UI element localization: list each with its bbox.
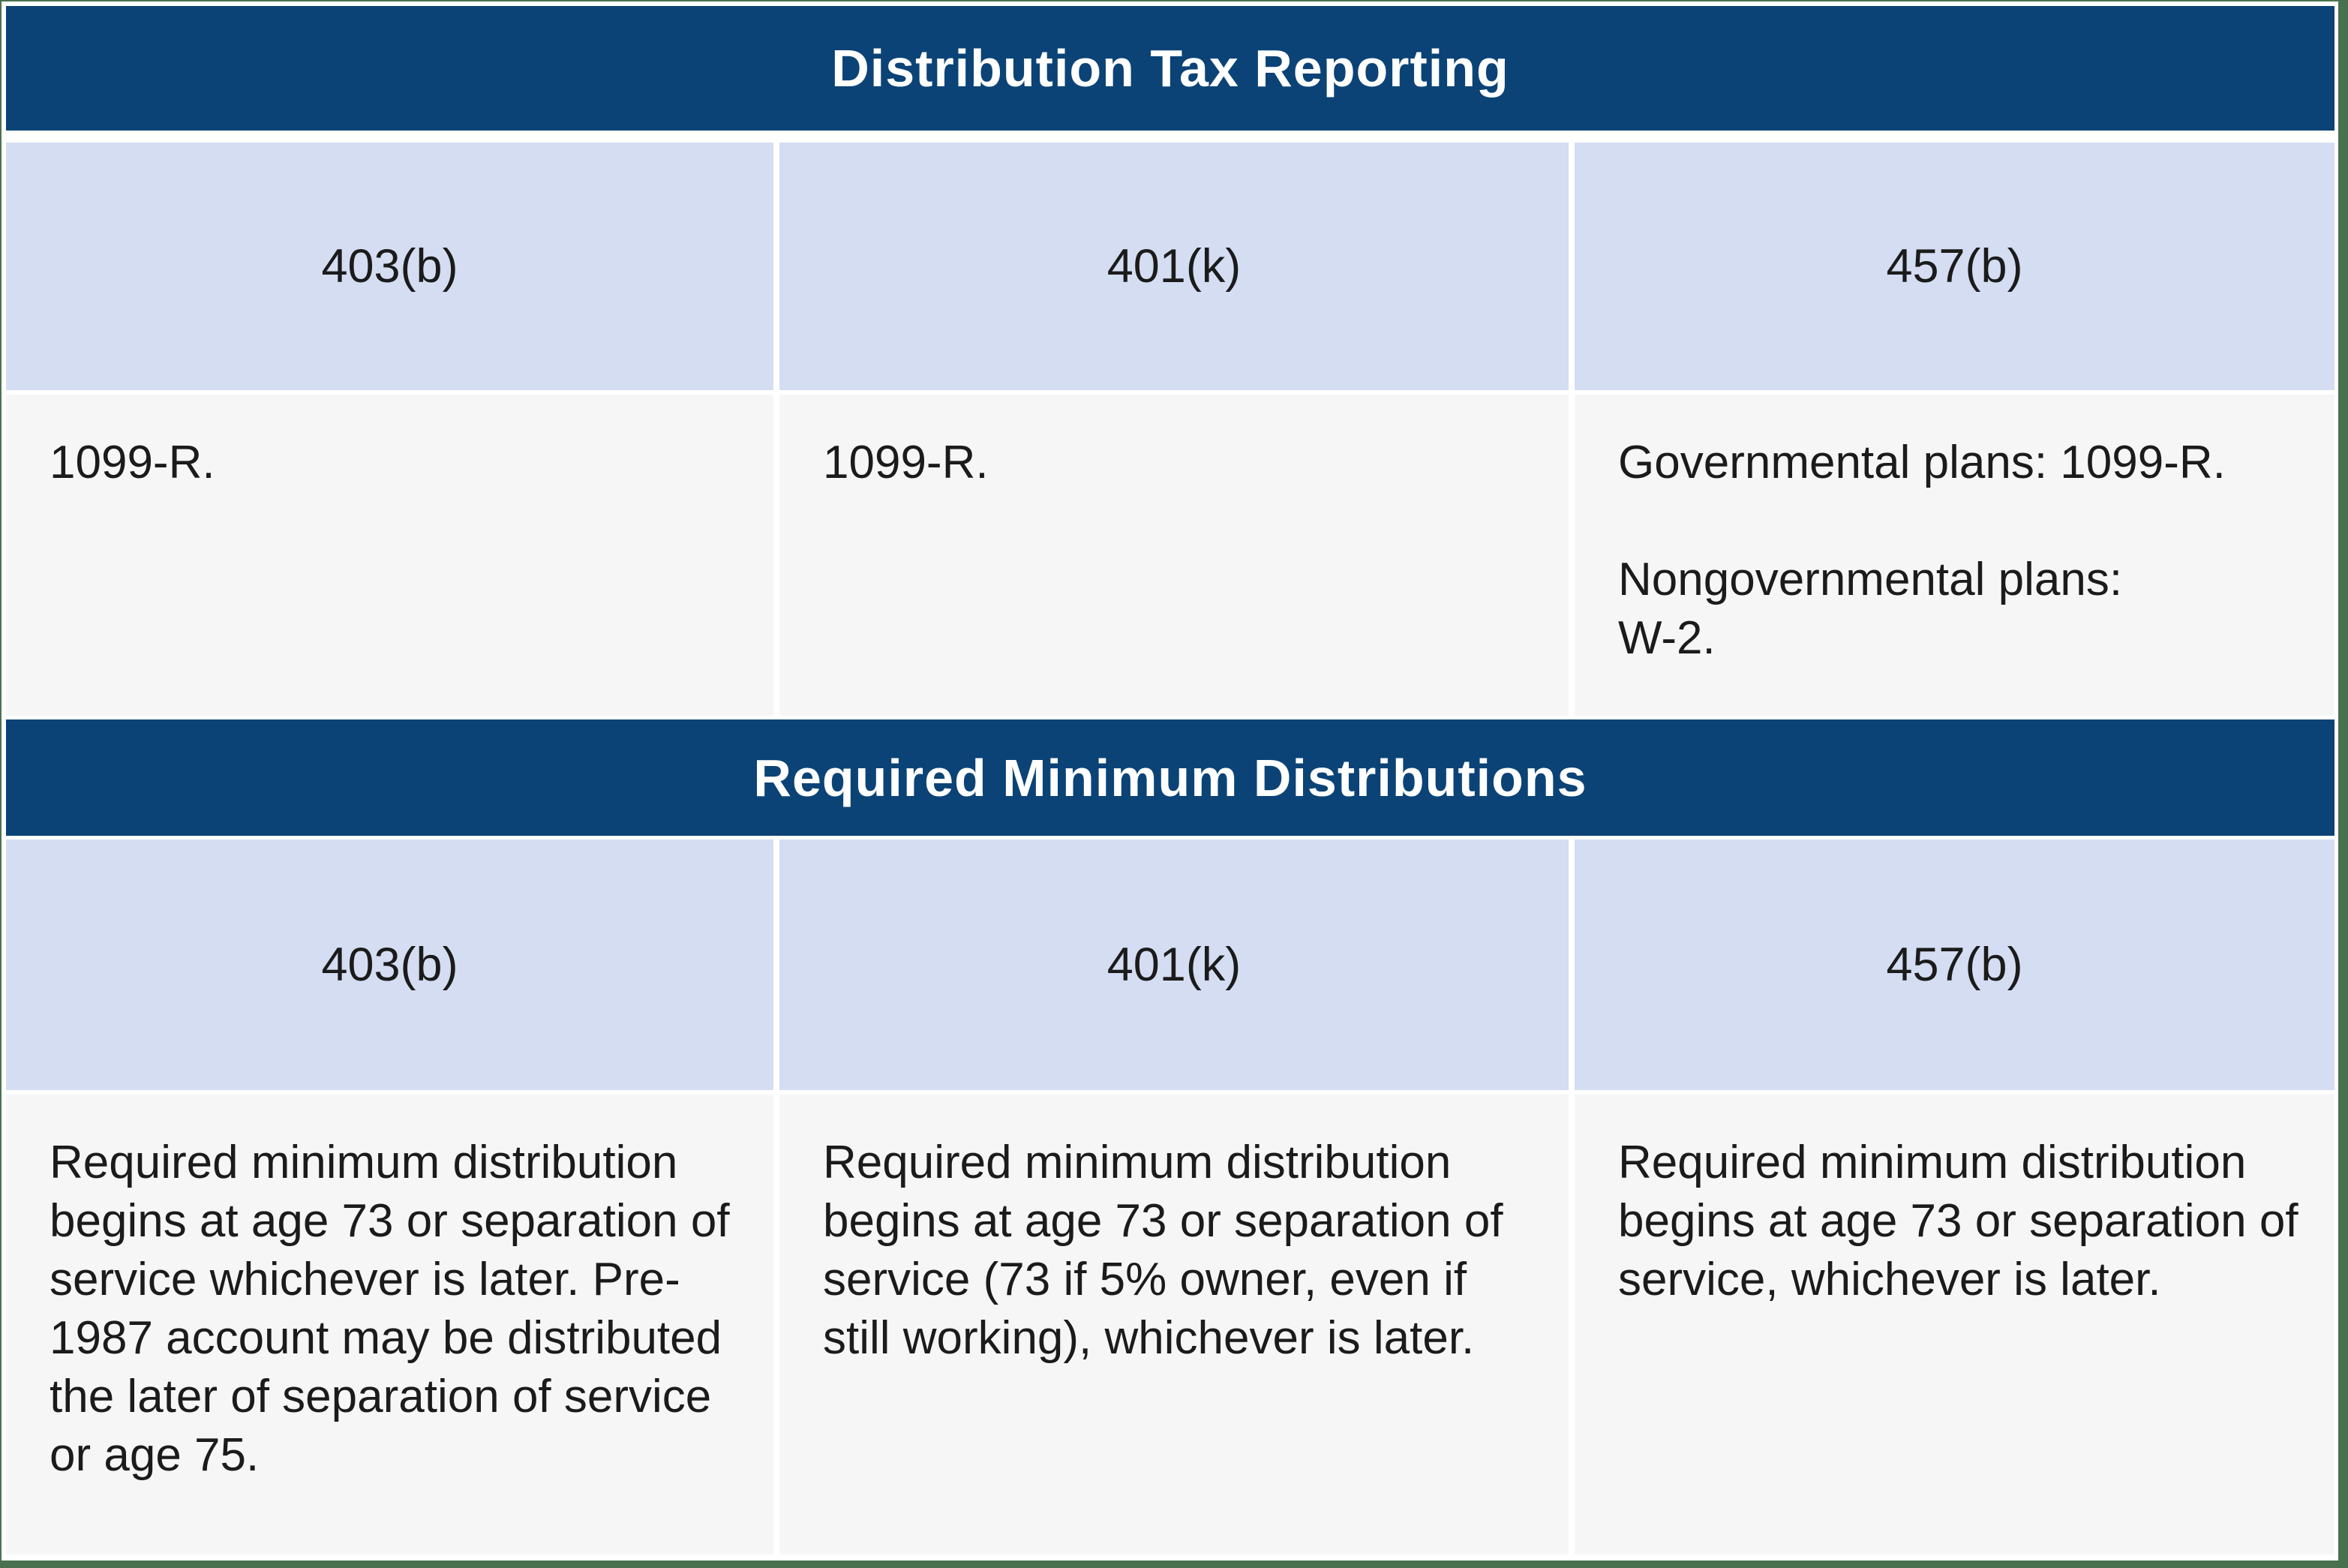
cell-text: Required minimum distribution begins at … — [823, 1137, 1503, 1364]
comparison-table: Distribution Tax Reporting 403(b) 401(k)… — [6, 6, 2334, 1554]
column-header-row: 403(b) 401(k) 457(b) — [6, 143, 2334, 390]
cell-text: 1099-R. — [50, 437, 215, 488]
cell-text: Governmental plans: 1099-R. — [1618, 437, 2226, 488]
cell-text: 1099-R. — [823, 437, 989, 488]
cell-rmd-403b: Required minimum distribution begins at … — [6, 1095, 773, 1554]
column-header-row: 403(b) 401(k) 457(b) — [6, 840, 2334, 1090]
cell-rmd-457b: Required minimum distribution begins at … — [1575, 1095, 2334, 1554]
table-body-row: Required minimum distribution begins at … — [6, 1095, 2334, 1554]
column-header-403b: 403(b) — [6, 143, 773, 390]
cell-tax-reporting-401k: 1099-R. — [779, 395, 1569, 716]
cell-tax-reporting-457b: Governmental plans: 1099-R. Nongovernmen… — [1575, 395, 2334, 716]
cell-text: Nongovernmental plans: W-2. — [1618, 554, 2123, 664]
column-header-457b: 457(b) — [1575, 143, 2334, 390]
section-header-required-minimum-distributions: Required Minimum Distributions — [6, 719, 2334, 836]
section-header-distribution-tax-reporting: Distribution Tax Reporting — [6, 6, 2334, 131]
cell-rmd-401k: Required minimum distribution begins at … — [779, 1095, 1569, 1554]
cell-text: Required minimum distribution begins at … — [50, 1137, 730, 1481]
table-body-row: 1099-R. 1099-R. Governmental plans: 1099… — [6, 395, 2334, 716]
column-header-401k: 401(k) — [779, 143, 1569, 390]
column-header-457b: 457(b) — [1575, 840, 2334, 1090]
cell-text: Required minimum distribution begins at … — [1618, 1137, 2298, 1305]
column-header-403b: 403(b) — [6, 840, 773, 1090]
cell-tax-reporting-403b: 1099-R. — [6, 395, 773, 716]
column-header-401k: 401(k) — [779, 840, 1569, 1090]
